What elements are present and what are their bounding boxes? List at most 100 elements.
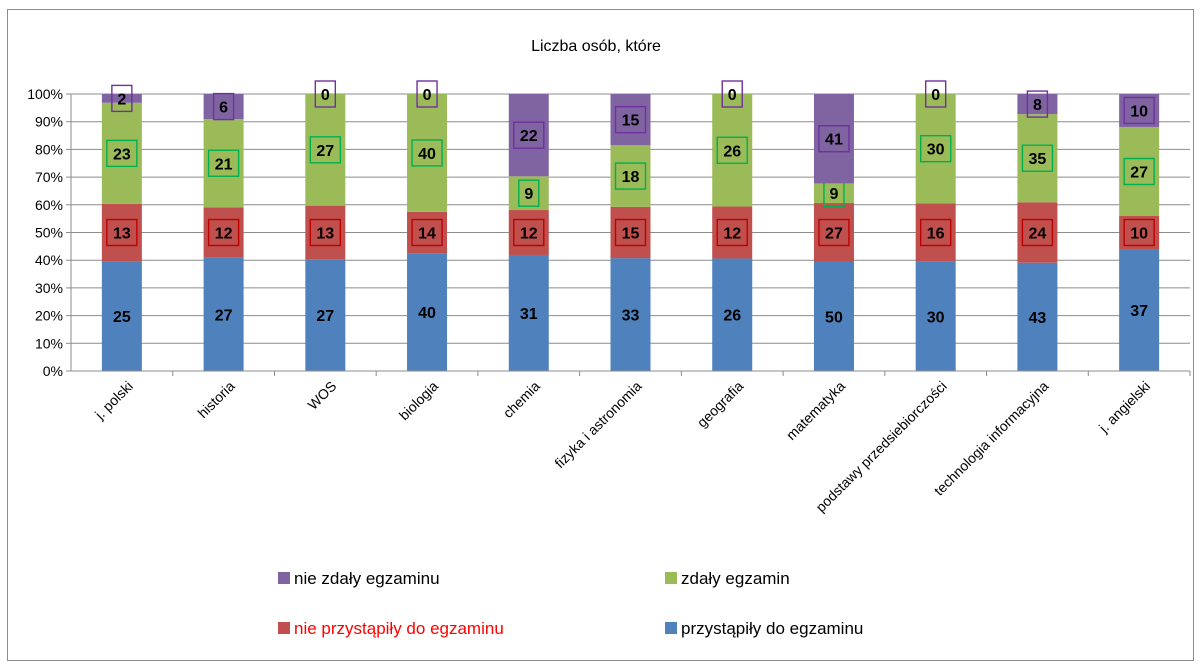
data-label: 8 — [1033, 97, 1042, 114]
data-label: 25 — [113, 309, 131, 326]
y-tick-label: 80% — [35, 141, 63, 157]
x-axis: j. polski historia WOS biologia chemia fizyka… — [71, 370, 1191, 515]
bar-segment — [1017, 202, 1058, 263]
data-label: 0 — [931, 87, 940, 104]
data-label-box — [1123, 218, 1155, 247]
bar-segment — [305, 259, 346, 371]
data-label: 26 — [723, 308, 741, 325]
data-label-box — [716, 136, 748, 164]
data-label: 0 — [728, 87, 737, 104]
x-tick-label: technologia informacyjna — [931, 378, 1052, 499]
data-label-box — [106, 139, 138, 168]
bar-segment — [203, 94, 244, 120]
y-tick-label: 70% — [35, 169, 63, 185]
data-label-box — [924, 80, 947, 108]
data-label-box — [513, 121, 545, 149]
data-label-box — [106, 218, 138, 247]
bar-segment — [305, 94, 346, 206]
bar-segment — [407, 253, 448, 371]
legend-label: nie przystąpiły do egzaminu — [294, 619, 504, 638]
data-label-box — [614, 218, 647, 247]
bar-segment — [508, 210, 549, 255]
bar-segment — [813, 94, 854, 184]
data-label: 15 — [622, 113, 640, 130]
bar-segment — [508, 254, 549, 371]
data-label: 50 — [825, 309, 843, 326]
data-label-box — [309, 218, 342, 247]
legend: nie zdały egzaminu zdały egzamin nie przys… — [278, 569, 863, 638]
data-label: 13 — [316, 226, 334, 243]
data-label-box — [212, 92, 235, 121]
data-label: 24 — [1029, 226, 1047, 243]
y-tick-label: 100% — [27, 86, 63, 102]
data-label: 6 — [219, 100, 228, 117]
x-tick-label: j. polski — [91, 378, 136, 423]
data-label: 30 — [927, 309, 945, 326]
y-axis: 0% 10% 20% 30% 40% 50% 60% 70% 80% 90% 100% — [27, 86, 72, 379]
data-label-box — [416, 80, 438, 108]
data-label: 16 — [927, 226, 945, 243]
data-label: 40 — [418, 305, 436, 322]
chart-frame: Liczba osób, które 0% 10% 20% 30% 40% 50% 60% 7… — [7, 9, 1194, 661]
bar-segment — [1119, 248, 1160, 371]
bar-segment — [813, 203, 854, 262]
data-label-box — [818, 125, 850, 153]
x-tick-label: WOS — [304, 378, 339, 413]
data-label-box — [513, 218, 545, 247]
y-tick-label: 30% — [35, 280, 63, 296]
data-label: 26 — [723, 143, 741, 160]
bar-segment — [203, 119, 244, 208]
data-label-box — [314, 80, 337, 108]
data-label-box — [716, 218, 748, 247]
bar-segment — [407, 94, 448, 212]
data-label-box — [1026, 90, 1049, 118]
data-label-box — [207, 218, 240, 247]
bar-segment — [712, 206, 753, 259]
data-label: 31 — [520, 306, 538, 323]
bar-segment — [610, 206, 651, 259]
data-label: 2 — [117, 91, 126, 108]
data-label-box — [919, 134, 952, 163]
legend-swatch — [278, 572, 290, 584]
data-label: 12 — [520, 226, 538, 243]
legend-swatch — [665, 572, 677, 584]
data-label: 13 — [113, 226, 131, 243]
data-label: 22 — [520, 128, 538, 145]
bar-segment — [508, 94, 549, 177]
x-tick-label: biologia — [396, 378, 442, 424]
bar-segment — [508, 176, 549, 211]
data-label-box — [614, 105, 647, 134]
bar-segment — [101, 261, 142, 371]
legend-label: nie zdały egzaminu — [294, 569, 440, 588]
bar-segment — [101, 94, 142, 103]
data-label: 27 — [316, 143, 334, 160]
x-tick-label: fizyka i astronomia — [551, 378, 644, 471]
x-tick-label: chemia — [500, 378, 543, 421]
data-label-box — [919, 218, 952, 247]
bar-segment — [407, 211, 448, 254]
bar-segment — [203, 207, 244, 258]
x-tick-label: matematyka — [783, 378, 848, 443]
stacked-bar-chart: Liczba osób, które 0% 10% 20% 30% 40% 50% 60% 7… — [27, 38, 1191, 638]
data-label: 37 — [1130, 303, 1148, 320]
x-tick-label: j. angielski — [1095, 378, 1153, 436]
legend-swatch — [665, 622, 677, 634]
data-label-box — [411, 218, 443, 247]
y-tick-label: 10% — [35, 335, 63, 351]
y-tick-label: 40% — [35, 252, 63, 268]
bar-segment — [305, 205, 346, 260]
data-label-box — [411, 139, 443, 167]
bar-segment — [101, 102, 142, 204]
bar-segment — [712, 258, 753, 371]
data-label-box — [309, 136, 342, 164]
data-label-box — [1123, 157, 1155, 186]
data-label-box — [818, 218, 850, 247]
data-label: 27 — [1130, 164, 1148, 181]
x-tick-label: historia — [194, 378, 237, 421]
bar-segment — [915, 261, 956, 371]
chart-title: Liczba osób, które — [531, 38, 661, 55]
data-label: 0 — [321, 87, 330, 104]
data-label-box — [614, 162, 647, 190]
bar-segment — [915, 203, 956, 262]
data-label: 15 — [622, 226, 640, 243]
